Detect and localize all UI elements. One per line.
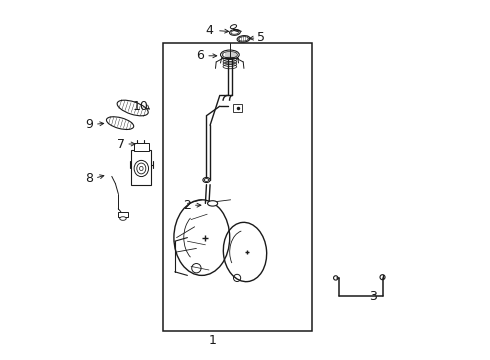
Bar [134, 143, 148, 151]
Bar [131, 150, 151, 185]
Bar [233, 104, 243, 112]
Text: 8: 8 [85, 172, 94, 185]
Text: 6: 6 [196, 49, 204, 62]
Ellipse shape [120, 217, 126, 220]
Text: 2: 2 [183, 199, 191, 212]
Bar [118, 212, 127, 217]
Text: 1: 1 [209, 334, 217, 347]
Text: 4: 4 [205, 24, 213, 37]
Text: 7: 7 [117, 138, 125, 150]
Text: 9: 9 [86, 118, 94, 131]
Ellipse shape [203, 177, 210, 183]
Text: 5: 5 [257, 31, 265, 44]
Ellipse shape [208, 201, 218, 206]
Bar [163, 43, 312, 331]
Ellipse shape [140, 166, 143, 171]
Text: 10: 10 [133, 100, 148, 113]
Text: 3: 3 [369, 291, 377, 303]
Ellipse shape [204, 179, 209, 181]
